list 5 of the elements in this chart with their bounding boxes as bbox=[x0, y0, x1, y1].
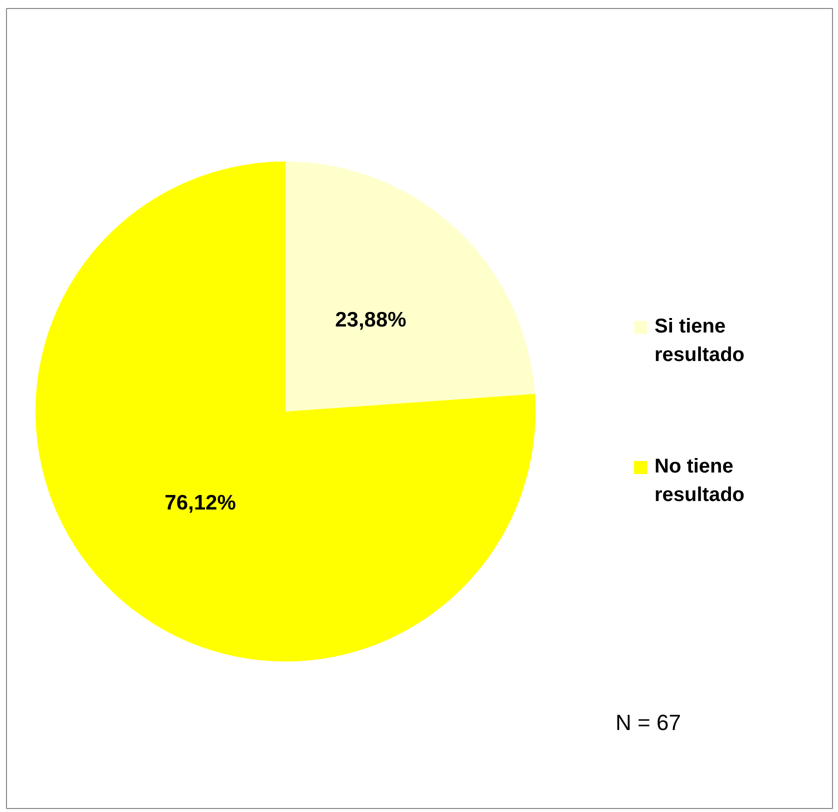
text: N = 67 bbox=[616, 710, 681, 735]
data-label: 76,12% bbox=[164, 491, 236, 514]
data-label: 23,88% bbox=[335, 308, 407, 332]
legend-label: No tiene resultado bbox=[654, 456, 745, 506]
legend-label: Si tiene resultado bbox=[654, 316, 745, 366]
